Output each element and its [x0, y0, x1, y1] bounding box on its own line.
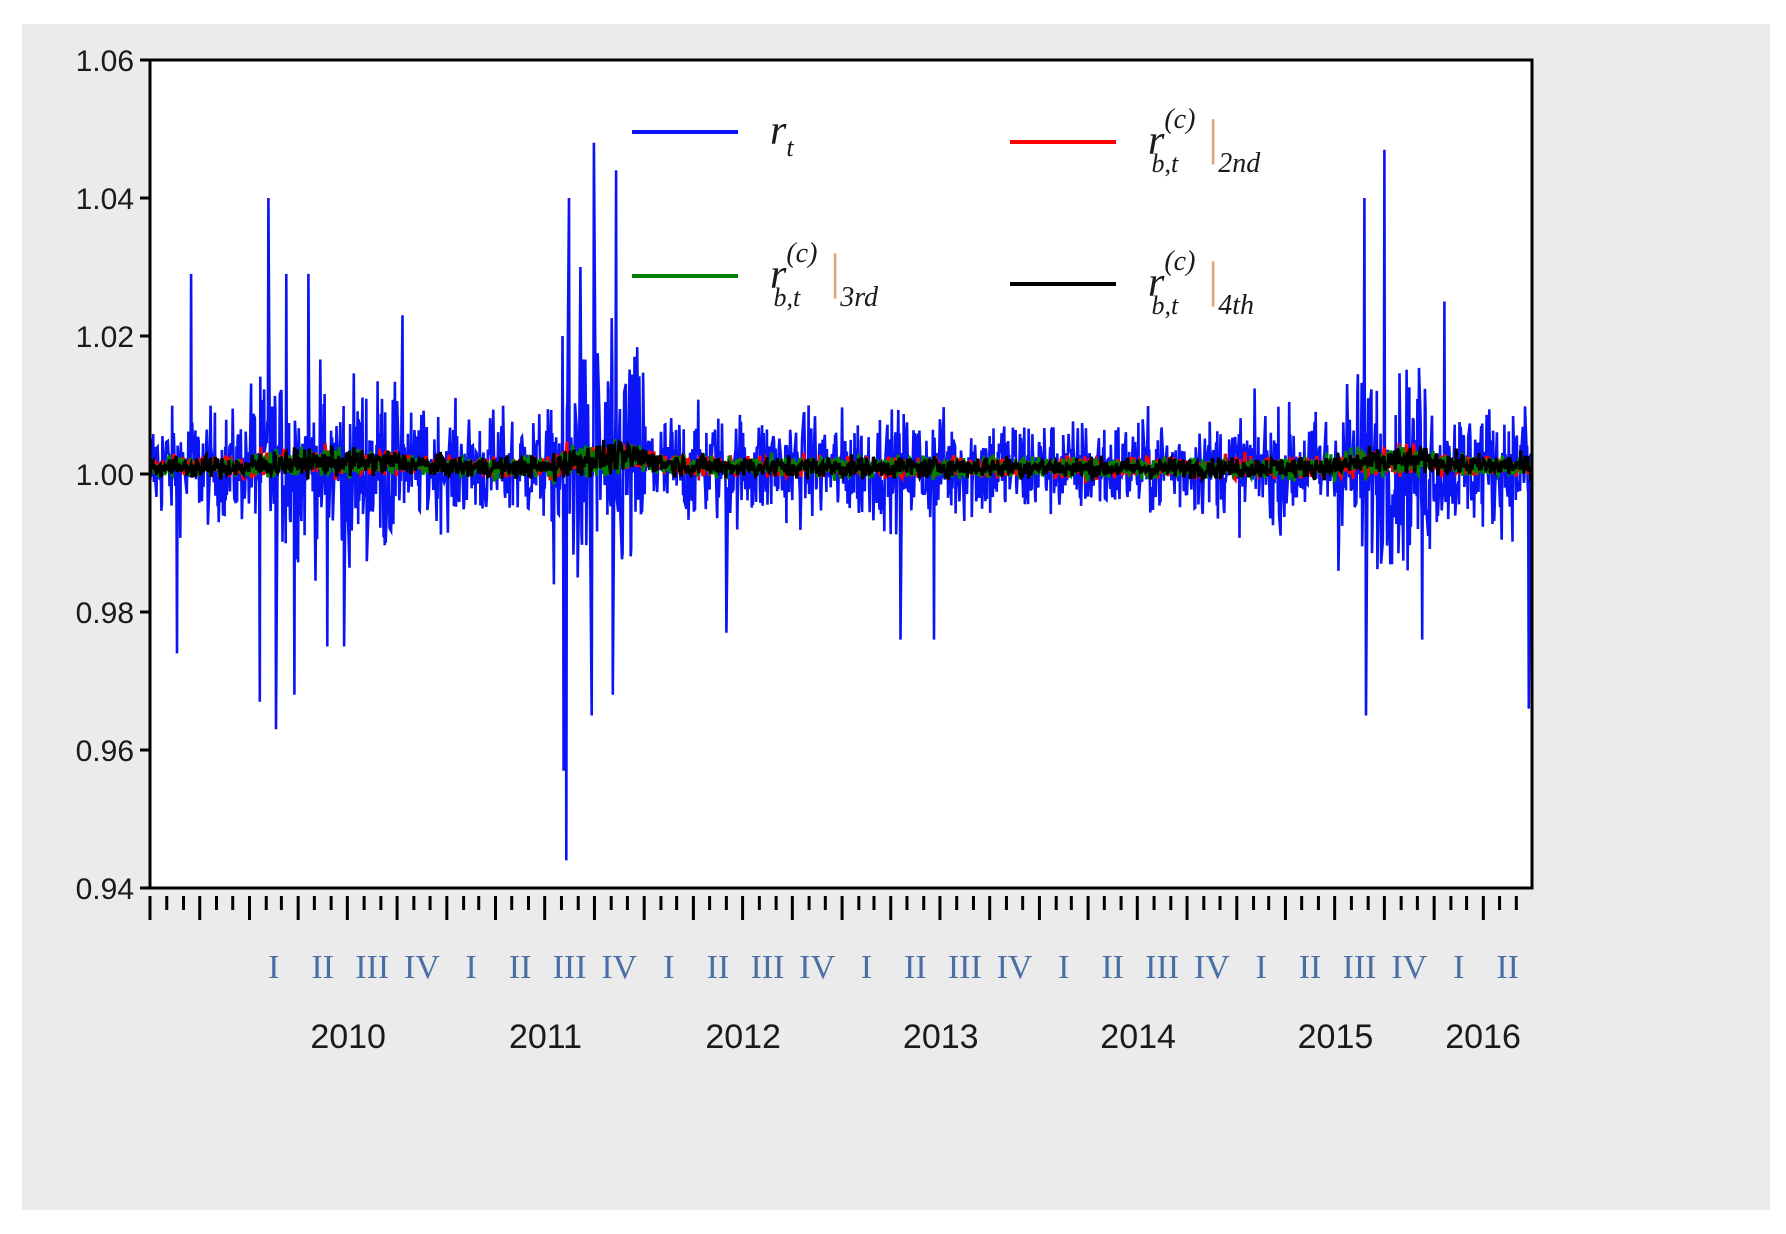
quarter-label: III — [355, 949, 389, 986]
quarter-label: IV — [1391, 949, 1427, 986]
legend-label-3rd: r(c) b,t |3rd — [770, 238, 879, 313]
year-label: 2015 — [1298, 1018, 1374, 1056]
chart: 0.940.960.981.001.021.041.06I II III IV I II I… — [76, 45, 1534, 1056]
quarter-label: III — [553, 949, 587, 986]
quarter-label: III — [1145, 949, 1179, 986]
quarter-label: IV — [601, 949, 637, 986]
quarter-label: IV — [997, 949, 1033, 986]
legend-label-2nd: r(c) b,t |2nd — [1148, 104, 1261, 179]
axes: 0.940.960.981.001.021.041.06I II III IV I II I… — [76, 45, 1534, 1056]
quarter-label: II — [311, 949, 334, 986]
y-tick-label: 1.06 — [76, 45, 134, 78]
quarter-label: I — [663, 949, 674, 986]
legend: rt r(c) b,t |2nd r(c) b,t |3rd r(c) b,t |4th — [632, 104, 1261, 321]
quarter-label: IV — [1194, 949, 1230, 986]
y-tick-label: 0.98 — [76, 597, 134, 630]
quarter-label: III — [1343, 949, 1377, 986]
quarter-label: I — [466, 949, 477, 986]
legend-label-r-t: rt — [770, 108, 794, 162]
y-tick-label: 1.04 — [76, 183, 134, 216]
series-line-4th — [150, 439, 1532, 484]
y-tick-label: 0.96 — [76, 735, 134, 768]
year-label: 2014 — [1100, 1018, 1176, 1056]
quarter-label: IV — [404, 949, 440, 986]
year-label: 2010 — [310, 1018, 386, 1056]
quarter-label: I — [1255, 949, 1266, 986]
quarter-label: II — [1101, 949, 1124, 986]
quarter-label: III — [948, 949, 982, 986]
year-label: 2013 — [903, 1018, 979, 1056]
series-group — [150, 142, 1532, 861]
quarter-label: I — [1453, 949, 1464, 986]
quarter-label: I — [861, 949, 872, 986]
quarter-label: II — [1299, 949, 1322, 986]
quarter-label: I — [1058, 949, 1069, 986]
y-tick-label: 1.02 — [76, 321, 134, 354]
quarter-label: I — [268, 949, 279, 986]
chart-marks — [150, 142, 1532, 861]
year-label: 2011 — [509, 1018, 582, 1056]
quarter-label: II — [707, 949, 730, 986]
y-tick-label: 0.94 — [76, 873, 134, 906]
quarter-label: III — [750, 949, 784, 986]
quarter-label: II — [904, 949, 927, 986]
legend-label-4th: r(c) b,t |4th — [1148, 246, 1254, 321]
chart-panel: 0.94 0.96 0.98 1.00 1.02 1.04 1.06 I II III IV I II I… — [22, 24, 1770, 1210]
quarter-label: II — [509, 949, 532, 986]
year-label: 2012 — [705, 1018, 781, 1056]
y-tick-label: 1.00 — [76, 459, 134, 492]
quarter-label: IV — [799, 949, 835, 986]
year-label: 2016 — [1445, 1018, 1521, 1056]
quarter-label: II — [1496, 949, 1519, 986]
